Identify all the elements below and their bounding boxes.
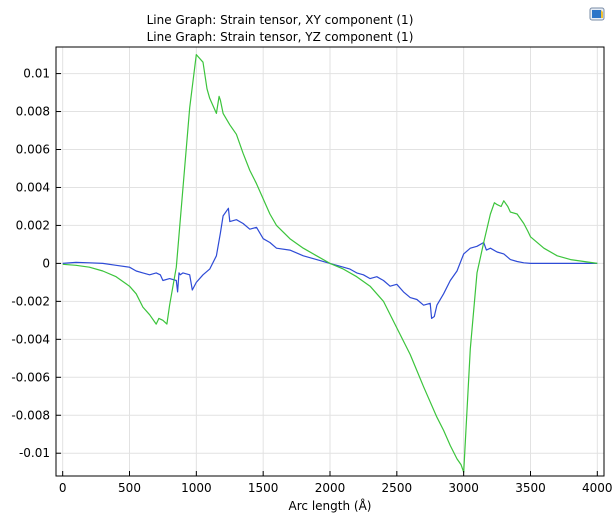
x-tick-label: 4000	[582, 481, 612, 495]
x-axis-title: Arc length (Å)	[289, 498, 372, 513]
y-tick-label: -0.01	[19, 446, 50, 460]
x-tick-label: 500	[118, 481, 141, 495]
x-axis: 0 500 1000 1500 2000 2500 3000 3500 4000	[59, 471, 612, 495]
y-tick-label: 0	[42, 256, 50, 270]
series-line-yz	[62, 53, 598, 473]
series-layer	[62, 53, 598, 473]
y-tick-label: 0.002	[16, 218, 50, 232]
y-axis: 0.01 0.008 0.006 0.004 0.002 0 -0.002 -0.004 -0.…	[11, 67, 61, 460]
x-tick-label: 3500	[515, 481, 546, 495]
y-tick-label: -0.004	[11, 332, 50, 346]
x-tick-label: 2500	[382, 481, 413, 495]
legend-entry-xy: Line Graph: Strain tensor, XY component …	[146, 13, 414, 27]
series-line-xy	[62, 207, 598, 319]
legend-entry-yz: Line Graph: Strain tensor, YZ component …	[146, 30, 414, 44]
y-tick-label: 0.006	[16, 143, 50, 157]
chart-grid	[56, 47, 604, 476]
y-tick-label: 0.004	[16, 180, 50, 194]
x-tick-label: 0	[59, 481, 67, 495]
y-tick-label: -0.002	[11, 294, 50, 308]
y-tick-label: -0.006	[11, 370, 50, 384]
y-tick-label: 0.01	[23, 67, 50, 81]
x-tick-label: 3000	[448, 481, 479, 495]
x-tick-label: 1000	[181, 481, 212, 495]
x-tick-label: 1500	[248, 481, 279, 495]
app-logo-icon	[589, 7, 605, 21]
y-tick-label: -0.008	[11, 408, 50, 422]
y-tick-label: 0.008	[16, 105, 50, 119]
x-tick-label: 2000	[315, 481, 346, 495]
